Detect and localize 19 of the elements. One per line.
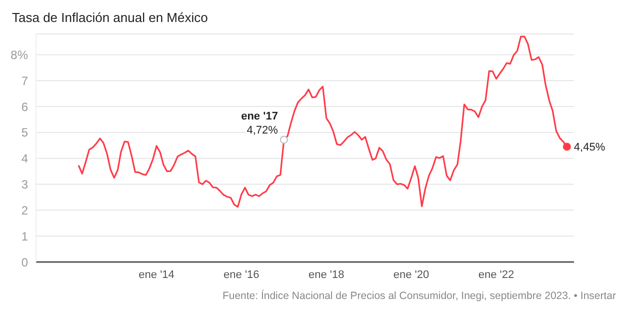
y-tick-label: 4 xyxy=(21,152,28,166)
y-tick-label: 3 xyxy=(21,178,28,192)
y-tick-label: 1 xyxy=(21,229,28,244)
x-tick-label: ene '14 xyxy=(138,268,174,281)
annotation: 4,45% xyxy=(574,142,606,154)
y-tick-label: 8% xyxy=(10,48,28,62)
y-tick-label: 5 xyxy=(21,126,28,140)
x-tick-label: ene '20 xyxy=(393,268,430,281)
y-tick-label: 6 xyxy=(21,100,28,114)
source-note: Fuente: Índice Nacional de Precios al Consumidor, Inegi, septiembre 2023. • Insertar xyxy=(221,290,617,302)
y-tick-label: 7 xyxy=(21,74,28,88)
y-tick-label: 2 xyxy=(21,203,28,218)
chart-title: Tasa de Inflación anual en México xyxy=(11,9,209,27)
x-tick-label: ene '22 xyxy=(478,268,514,281)
annotation: 4,72% xyxy=(246,124,278,137)
y-tick-label: 0 xyxy=(21,255,28,270)
annotation: ene '17 xyxy=(241,110,278,123)
x-tick-label: ene '18 xyxy=(308,268,344,281)
x-tick-label: ene '16 xyxy=(224,268,260,281)
